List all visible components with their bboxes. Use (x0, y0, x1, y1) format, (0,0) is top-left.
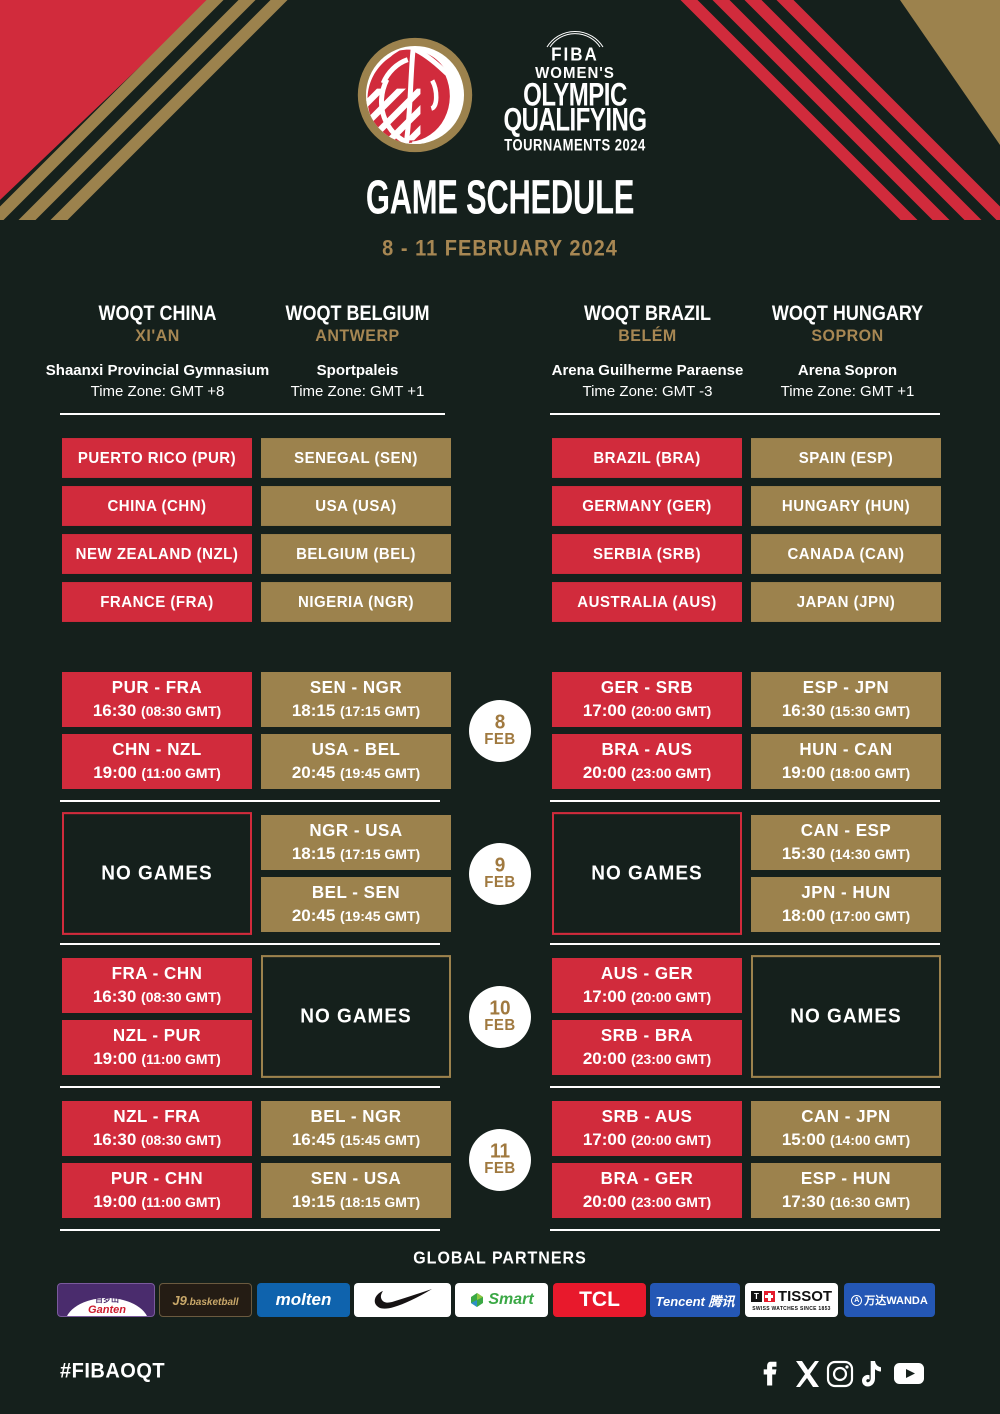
svg-text:百岁山: 百岁山 (95, 1294, 119, 1304)
svg-text:Ganten: Ganten (88, 1304, 126, 1316)
